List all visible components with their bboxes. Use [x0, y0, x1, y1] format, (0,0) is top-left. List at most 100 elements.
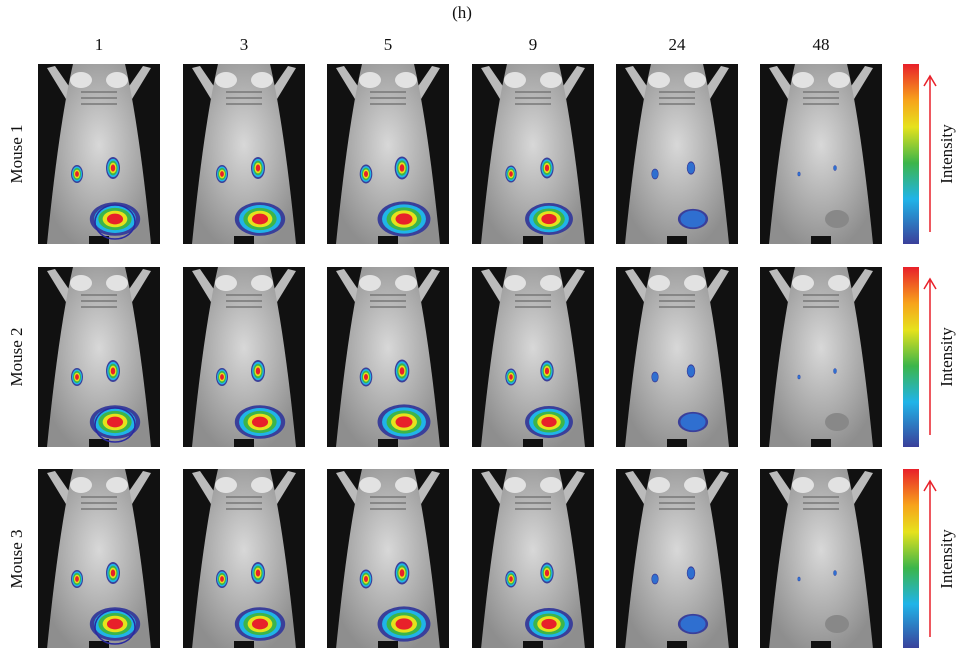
- signal: [688, 163, 695, 174]
- signal: [256, 164, 260, 171]
- signal: [364, 576, 368, 582]
- mouse-image: [38, 469, 160, 648]
- signal: [680, 211, 705, 228]
- tail-gap: [234, 439, 254, 447]
- colorbar: [903, 267, 919, 447]
- ear: [684, 477, 706, 493]
- ear: [70, 477, 92, 493]
- ear: [215, 72, 237, 88]
- tail-gap: [523, 439, 543, 447]
- ear: [792, 477, 814, 493]
- ear: [359, 275, 381, 291]
- signal: [252, 417, 268, 428]
- ear: [828, 477, 850, 493]
- tail-gap: [811, 641, 831, 648]
- bladder: [825, 413, 849, 431]
- ear: [395, 72, 417, 88]
- ear: [504, 72, 526, 88]
- ear: [215, 275, 237, 291]
- signal: [509, 374, 513, 379]
- ear: [792, 72, 814, 88]
- column-label: 1: [95, 35, 104, 54]
- signal: [396, 618, 413, 629]
- ear: [792, 275, 814, 291]
- tail-gap: [234, 236, 254, 244]
- ear: [504, 275, 526, 291]
- signal: [680, 616, 705, 633]
- ear: [106, 72, 128, 88]
- tail-gap: [523, 236, 543, 244]
- signal: [252, 619, 268, 630]
- signal: [220, 374, 224, 380]
- mouse-image: [760, 64, 882, 244]
- mouse-image: [616, 64, 738, 244]
- ear: [359, 477, 381, 493]
- mouse-image: [327, 469, 449, 648]
- signal: [107, 214, 123, 225]
- column-label: 5: [384, 35, 393, 54]
- ear: [648, 275, 670, 291]
- colorbar-label: Intensity: [937, 327, 956, 387]
- signal: [75, 171, 79, 177]
- ear: [106, 477, 128, 493]
- tail-gap: [667, 236, 687, 244]
- signal: [75, 374, 79, 380]
- colorbar-label: Intensity: [937, 124, 956, 184]
- tail-gap: [811, 439, 831, 447]
- tail-gap: [378, 236, 398, 244]
- mouse-image: [472, 469, 594, 648]
- mouse-image: [183, 64, 305, 244]
- signal: [252, 214, 268, 225]
- signal: [688, 568, 695, 579]
- signal: [509, 171, 513, 176]
- mouse-image: [327, 64, 449, 244]
- mouse-image: [38, 64, 160, 244]
- ear: [215, 477, 237, 493]
- mouse-image: [760, 267, 882, 447]
- tail-gap: [378, 439, 398, 447]
- signal: [834, 369, 837, 374]
- mouse-image: [327, 267, 449, 447]
- ear: [828, 72, 850, 88]
- signal: [688, 366, 695, 377]
- mouse-image: [616, 267, 738, 447]
- signal: [652, 373, 658, 382]
- ear: [359, 72, 381, 88]
- colorbar: [903, 469, 919, 648]
- bladder: [825, 210, 849, 228]
- signal: [364, 171, 368, 177]
- tail-gap: [667, 439, 687, 447]
- mouse-image: [760, 469, 882, 648]
- figure-title: (h): [452, 3, 472, 22]
- ear: [395, 275, 417, 291]
- mouse-image: [183, 267, 305, 447]
- tail-gap: [234, 641, 254, 648]
- row-label: Mouse 2: [7, 327, 26, 386]
- mouse-image: [472, 64, 594, 244]
- ear: [70, 72, 92, 88]
- mouse-image: [183, 469, 305, 648]
- signal: [111, 367, 115, 374]
- signal: [364, 374, 368, 380]
- tail-gap: [667, 641, 687, 648]
- signal: [111, 569, 115, 576]
- ear: [251, 275, 273, 291]
- signal: [545, 368, 549, 375]
- signal: [798, 577, 800, 581]
- signal: [798, 172, 800, 176]
- ear: [648, 477, 670, 493]
- signal: [400, 164, 405, 171]
- signal: [545, 165, 549, 172]
- signal: [256, 367, 260, 374]
- ear: [106, 275, 128, 291]
- ear: [684, 275, 706, 291]
- signal: [75, 576, 79, 582]
- signal: [107, 619, 123, 630]
- signal: [220, 171, 224, 177]
- signal: [400, 569, 405, 576]
- ear: [648, 72, 670, 88]
- ear: [540, 477, 562, 493]
- mouse-image: [472, 267, 594, 447]
- signal: [541, 619, 556, 629]
- ear: [395, 477, 417, 493]
